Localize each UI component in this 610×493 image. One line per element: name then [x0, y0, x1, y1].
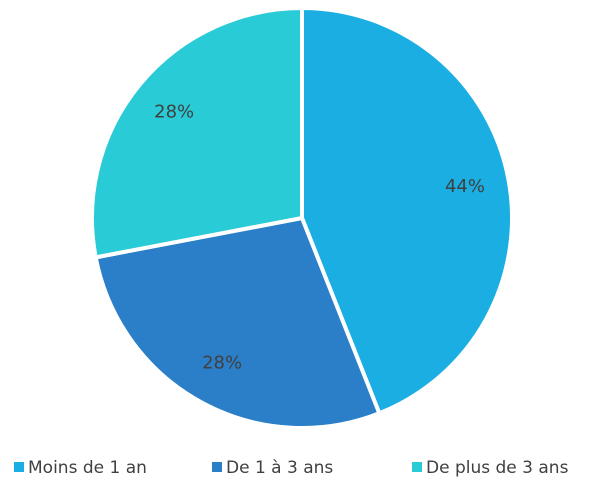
legend-swatch: [14, 462, 24, 472]
pie-slice: [93, 216, 382, 430]
legend-swatch: [212, 462, 222, 472]
pie-slice: [90, 6, 304, 260]
legend-swatch: [412, 462, 422, 472]
legend-label: De 1 à 3 ans: [226, 458, 333, 478]
data-label: 28%: [154, 101, 194, 122]
legend-label: Moins de 1 an: [28, 458, 147, 478]
legend-label: De plus de 3 ans: [426, 458, 569, 478]
data-label: 28%: [202, 352, 242, 373]
pie-slice: [300, 6, 514, 416]
data-label: 44%: [445, 176, 485, 197]
